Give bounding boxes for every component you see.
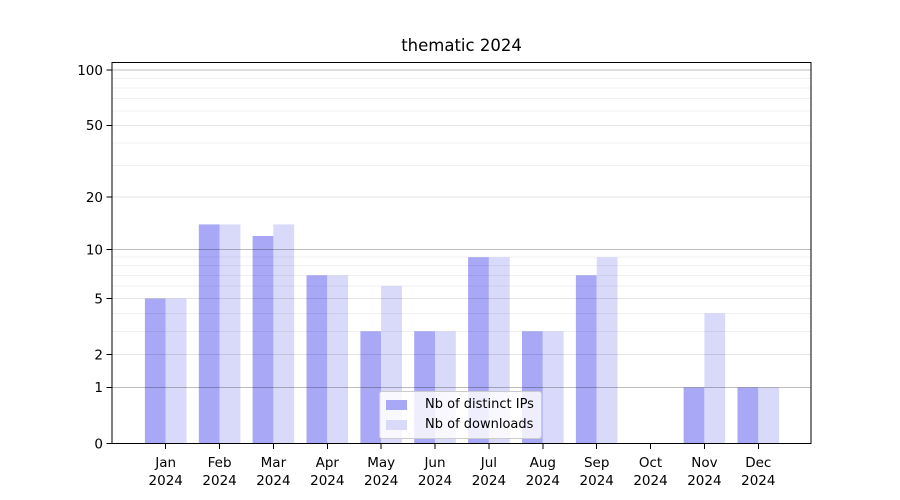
x-tick-label: Feb 2024 [202, 455, 236, 489]
legend-label-distinct-ips: Nb of distinct IPs [425, 397, 534, 412]
bar-distinct-ips [683, 387, 705, 444]
y-tick-label: 0 [94, 436, 103, 452]
x-tick-label: Sep 2024 [580, 455, 614, 489]
x-tick-label: Aug 2024 [526, 455, 560, 489]
x-tick-label: May 2024 [364, 455, 398, 489]
bar-downloads [327, 275, 349, 444]
y-tick-label: 20 [86, 190, 103, 206]
bar-distinct-ips [306, 275, 328, 444]
x-tick-label: Mar 2024 [256, 455, 290, 489]
legend-swatch-distinct-ips [386, 400, 407, 410]
bar-distinct-ips [575, 275, 597, 444]
bar-distinct-ips [737, 387, 759, 444]
y-tick-label: 1 [94, 380, 103, 396]
x-tick-label: Jul 2024 [472, 455, 506, 489]
x-tick-label: Jun 2024 [418, 455, 452, 489]
bar-distinct-ips [198, 224, 220, 444]
bar-downloads [165, 298, 187, 444]
legend-item-downloads: Nb of downloads [386, 415, 534, 435]
bar-downloads [542, 331, 564, 444]
y-tick-label: 5 [94, 291, 103, 307]
y-tick-label: 50 [86, 118, 103, 134]
plot-border [111, 62, 812, 444]
chart-title: thematic 2024 [401, 36, 522, 55]
bar-downloads [219, 224, 241, 444]
x-tick-label: Jan 2024 [149, 455, 183, 489]
legend-label-downloads: Nb of downloads [425, 417, 534, 432]
bar-distinct-ips [252, 236, 274, 444]
bar-distinct-ips [360, 331, 382, 444]
x-tick-label: Oct 2024 [633, 455, 667, 489]
y-tick-label: 100 [77, 63, 103, 79]
y-tick-label: 10 [86, 242, 103, 258]
bar-distinct-ips [144, 298, 166, 444]
legend-item-distinct-ips: Nb of distinct IPs [386, 395, 534, 415]
bar-downloads [273, 224, 295, 444]
legend-swatch-downloads [386, 420, 407, 430]
bar-downloads [758, 387, 780, 444]
y-tick-label: 2 [94, 347, 103, 363]
bar-downloads [596, 257, 618, 444]
x-tick-label: Dec 2024 [741, 455, 775, 489]
bar-downloads [704, 313, 726, 444]
x-tick-label: Nov 2024 [687, 455, 721, 489]
x-tick-label: Apr 2024 [310, 455, 344, 489]
legend: Nb of distinct IPs Nb of downloads [379, 391, 542, 439]
